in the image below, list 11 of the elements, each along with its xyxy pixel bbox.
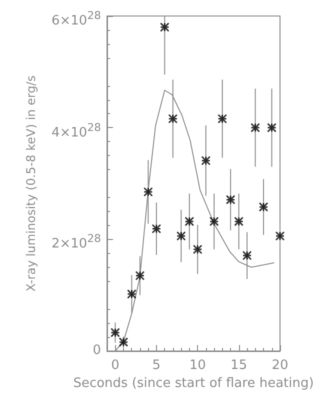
y-tick-label: 4×10$^{28}$ [52, 120, 101, 140]
y-tick-label: 0 [92, 343, 101, 359]
y-tick-label: 2×10$^{28}$ [52, 231, 101, 252]
y-axis-title: X-ray luminosity (0.5-8 keV) in erg/s [24, 75, 38, 292]
x-tick-label: 15 [230, 358, 248, 373]
x-tick-label: 20 [272, 358, 288, 373]
x-axis-title: Seconds (since start of flare heating) [73, 376, 314, 391]
y-tick-label: 6×10$^{28}$ [52, 8, 101, 28]
x-tick-label: 5 [152, 358, 161, 373]
x-tick-label: 0 [111, 358, 120, 373]
x-tick-label: 10 [189, 358, 206, 373]
